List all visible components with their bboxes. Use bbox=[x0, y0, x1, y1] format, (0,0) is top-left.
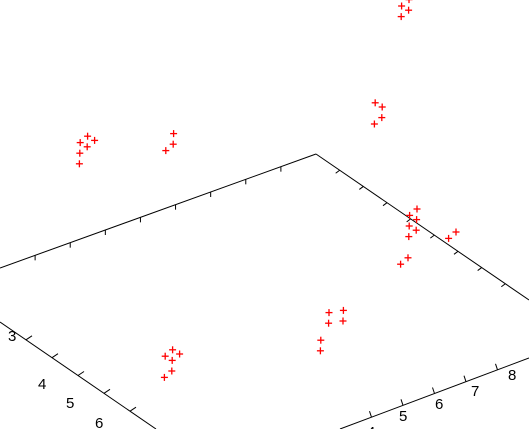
data-point bbox=[412, 226, 420, 234]
x-tick-label: 6 bbox=[95, 415, 103, 429]
data-point bbox=[168, 356, 176, 364]
front-right-tick bbox=[463, 375, 467, 382]
data-point bbox=[445, 234, 453, 242]
tick-marks-group bbox=[25, 166, 506, 418]
data-point bbox=[378, 103, 386, 111]
data-point bbox=[339, 317, 347, 325]
data-point bbox=[404, 254, 412, 262]
y-tick-label: 7 bbox=[471, 383, 479, 400]
front-left-tick bbox=[103, 388, 111, 394]
data-point bbox=[405, 6, 413, 14]
back-right-tick bbox=[406, 218, 411, 223]
front-right-tick bbox=[400, 399, 404, 406]
front-right-tick bbox=[432, 387, 435, 394]
data-point bbox=[325, 309, 333, 317]
data-point bbox=[370, 120, 378, 128]
back-right-tick bbox=[453, 250, 459, 255]
y-tick-label: 8 bbox=[508, 367, 516, 384]
y-tick-label: 4 bbox=[367, 424, 375, 429]
back-right-tick bbox=[477, 267, 482, 271]
data-point bbox=[76, 139, 84, 147]
back-right-tick bbox=[501, 283, 506, 288]
data-point bbox=[325, 319, 333, 327]
data-point bbox=[162, 147, 170, 155]
front-right-tick bbox=[495, 363, 498, 370]
data-point bbox=[161, 352, 169, 360]
data-point bbox=[397, 260, 405, 268]
x-tick-label: 3 bbox=[8, 328, 16, 345]
front-left-tick bbox=[77, 371, 85, 376]
front-left-tick bbox=[25, 335, 33, 341]
data-point bbox=[160, 373, 168, 381]
back-right-tick bbox=[382, 202, 388, 207]
data-point bbox=[398, 2, 406, 10]
data-point bbox=[452, 228, 460, 236]
data-point bbox=[397, 13, 405, 21]
data-point bbox=[405, 0, 413, 4]
data-point bbox=[371, 99, 379, 107]
back-right-tick bbox=[359, 186, 364, 190]
back-right-tick bbox=[335, 169, 340, 174]
data-point bbox=[176, 350, 184, 358]
data-point bbox=[75, 160, 83, 168]
y-tick-label: 6 bbox=[435, 396, 443, 413]
data-point bbox=[83, 143, 91, 151]
data-point bbox=[84, 132, 92, 140]
data-point bbox=[317, 336, 325, 344]
back-right-axis-line bbox=[315, 153, 529, 301]
axes-group bbox=[0, 153, 529, 429]
data-point bbox=[339, 306, 347, 314]
data-point bbox=[378, 114, 386, 122]
front-left-tick bbox=[129, 406, 137, 412]
front-right-tick bbox=[369, 411, 372, 418]
data-point bbox=[405, 222, 413, 230]
x-tick-label: 4 bbox=[38, 376, 46, 393]
x-tick-label: 5 bbox=[66, 395, 74, 412]
back-left-axis-line bbox=[0, 153, 317, 269]
data-point bbox=[91, 136, 99, 144]
data-point bbox=[413, 216, 421, 224]
data-point bbox=[169, 140, 177, 148]
data-point bbox=[168, 367, 176, 375]
data-point bbox=[170, 130, 178, 138]
data-point bbox=[316, 347, 324, 355]
y-tick-label: 5 bbox=[399, 408, 407, 425]
back-right-tick bbox=[430, 234, 435, 239]
tick-labels-group: 3 4 5 6 4 5 6 7 8 bbox=[8, 328, 516, 429]
data-point bbox=[406, 211, 414, 219]
data-point bbox=[169, 346, 177, 354]
front-left-tick bbox=[51, 353, 59, 359]
data-point bbox=[76, 149, 84, 157]
data-point bbox=[413, 205, 421, 213]
data-points-group bbox=[75, 0, 460, 381]
data-point bbox=[405, 233, 413, 241]
